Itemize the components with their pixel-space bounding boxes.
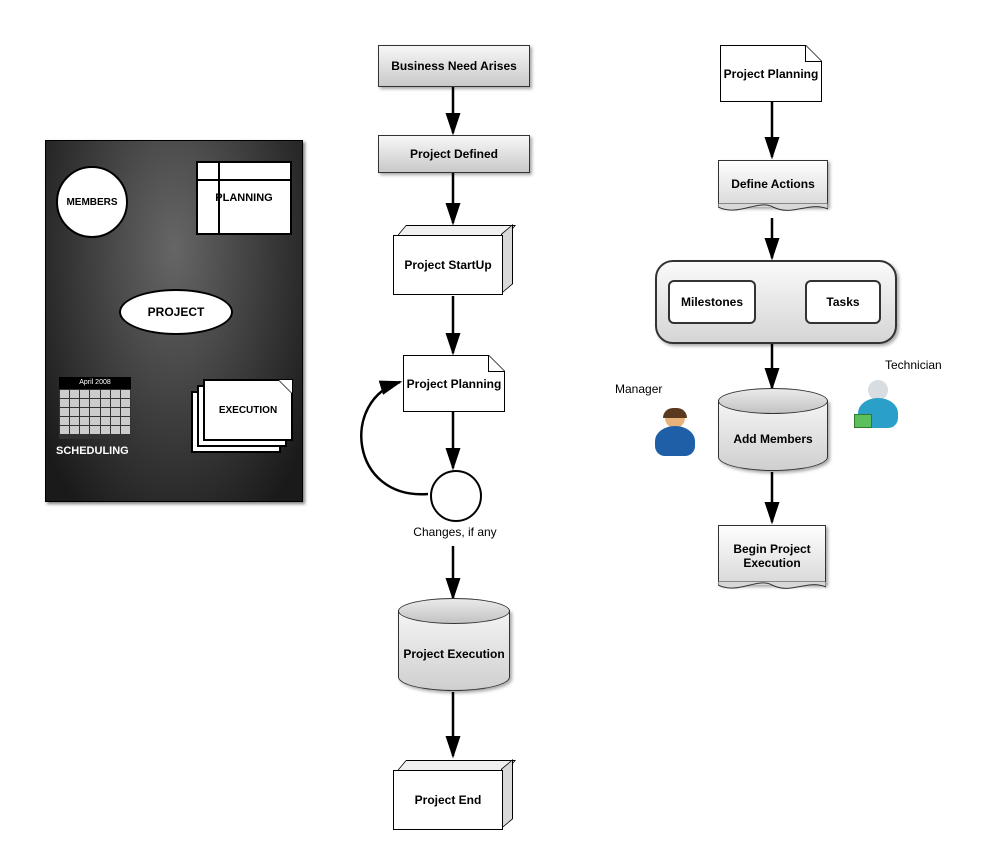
node-project-defined: Project Defined	[378, 135, 530, 173]
node-project-planning-label: Project Planning	[407, 377, 502, 391]
members-node: MEMBERS	[56, 166, 128, 238]
node-milestones: Milestones	[668, 280, 756, 324]
node-tasks: Tasks	[805, 280, 881, 324]
manager-label: Manager	[615, 382, 662, 396]
technician-avatar-icon	[858, 380, 900, 430]
node-project-execution: Project Execution	[398, 610, 510, 691]
node-add-members-label: Add Members	[733, 432, 812, 446]
node-add-members: Add Members	[718, 400, 828, 471]
node-define-actions: Define Actions	[718, 160, 828, 207]
calendar-icon: April 2008	[59, 377, 131, 439]
scheduling-label: SCHEDULING	[56, 445, 129, 457]
node-define-actions-label: Define Actions	[731, 177, 815, 191]
node-project-end: Project End	[393, 760, 513, 830]
node-changes-circle	[430, 470, 482, 522]
planning-node: PLANNING	[196, 161, 292, 235]
node-changes-label: Changes, if any	[395, 525, 515, 539]
node-begin-execution: Begin Project Execution	[718, 525, 826, 585]
project-overview-panel: MEMBERS PLANNING PROJECT April 2008 SCHE…	[45, 140, 303, 502]
node-right-planning-label: Project Planning	[724, 67, 819, 81]
manager-avatar-icon	[655, 408, 695, 458]
project-center-node: PROJECT	[119, 289, 233, 335]
technician-label: Technician	[885, 358, 942, 372]
node-project-startup: Project StartUp	[393, 225, 513, 295]
execution-label: EXECUTION	[219, 405, 277, 416]
execution-node: EXECUTION	[191, 379, 291, 455]
node-project-end-label: Project End	[393, 770, 503, 830]
node-project-planning: Project Planning	[403, 355, 505, 412]
node-project-startup-label: Project StartUp	[393, 235, 503, 295]
node-begin-execution-label: Begin Project Execution	[725, 542, 819, 570]
node-right-planning: Project Planning	[720, 45, 822, 102]
planning-label: PLANNING	[215, 192, 272, 204]
node-project-execution-label: Project Execution	[403, 647, 504, 661]
node-business-need: Business Need Arises	[378, 45, 530, 87]
calendar-title: April 2008	[59, 377, 131, 389]
